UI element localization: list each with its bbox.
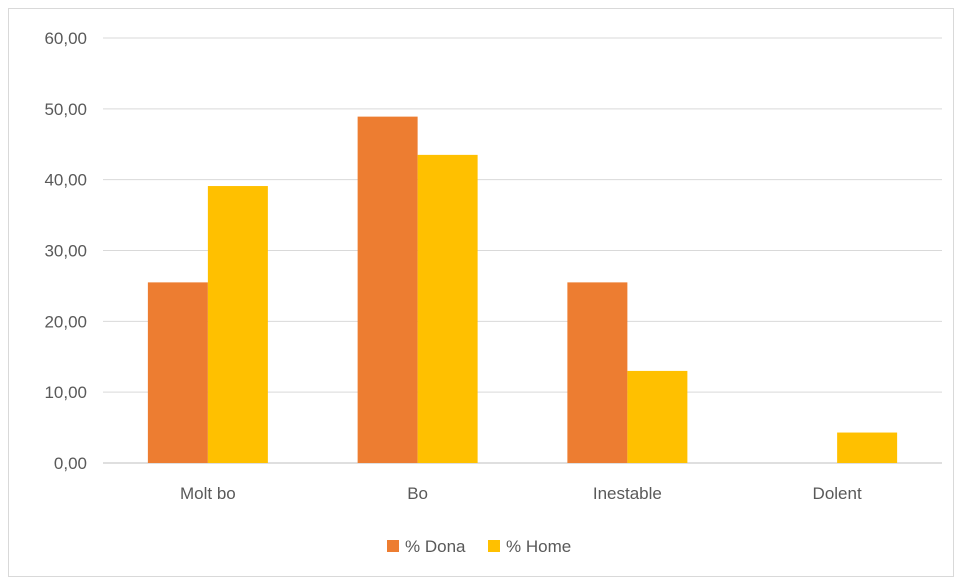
bar [567,282,628,463]
legend-label: % Home [506,537,571,556]
y-tick-label: 50,00 [44,100,87,119]
legend-label: % Dona [405,537,466,556]
bar [837,432,898,463]
bar [147,282,208,463]
y-tick-label: 10,00 [44,383,87,402]
x-category-label: Molt bo [180,484,236,503]
legend-swatch [488,540,500,552]
bar [417,154,478,463]
x-category-label: Bo [407,484,428,503]
y-tick-label: 40,00 [44,171,87,190]
x-category-label: Dolent [813,484,862,503]
x-axis-categories: Molt bo Bo Inestable Dolent [180,484,862,503]
y-tick-label: 0,00 [54,454,87,473]
legend: % Dona % Home [387,537,571,556]
bars [147,116,898,463]
x-category-label: Inestable [593,484,662,503]
y-tick-label: 20,00 [44,312,87,331]
bar [207,186,268,463]
legend-swatch [387,540,399,552]
y-tick-label: 30,00 [44,242,87,261]
bar [627,370,688,463]
bar [357,116,418,463]
y-axis-ticks: 0,00 10,00 20,00 30,00 40,00 50,00 60,00 [44,29,87,473]
y-tick-label: 60,00 [44,29,87,48]
